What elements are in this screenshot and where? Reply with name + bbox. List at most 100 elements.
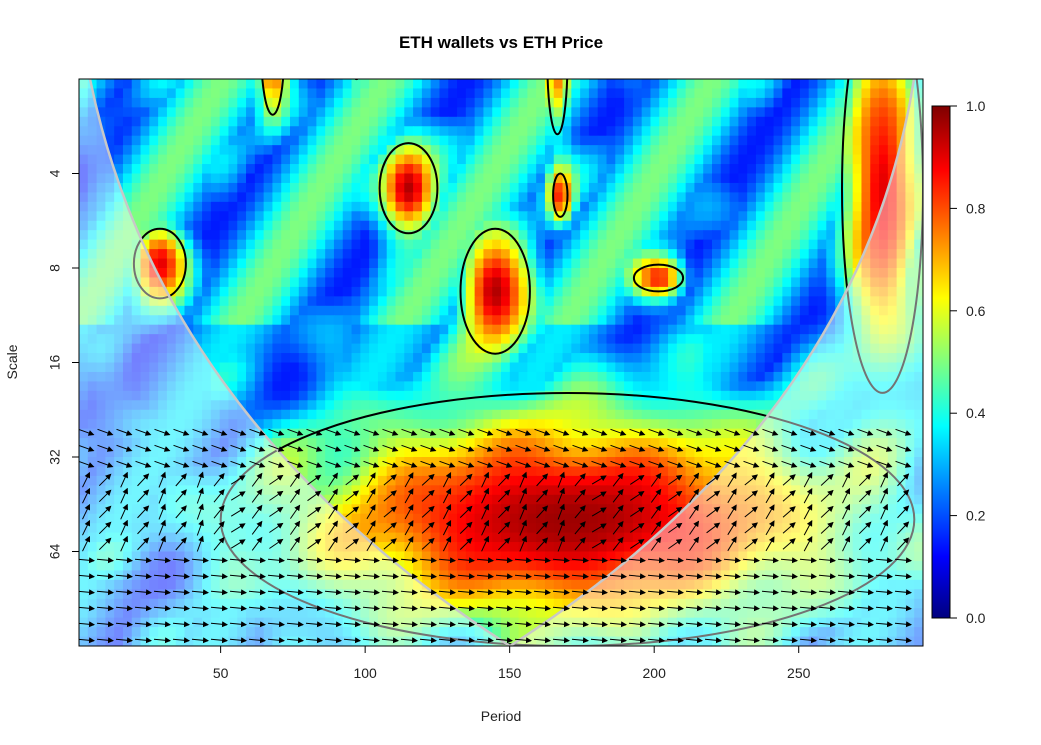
heatmap-cell <box>237 485 247 496</box>
heatmap-cell <box>386 97 397 108</box>
heatmap-cell <box>325 107 335 118</box>
heatmap-cell <box>553 296 564 307</box>
heatmap-cell <box>509 192 520 203</box>
heatmap-cell <box>738 126 748 137</box>
heatmap-cell <box>720 211 731 222</box>
heatmap-cell <box>166 249 177 260</box>
heatmap-cell <box>386 447 397 458</box>
heatmap-cell <box>457 390 467 401</box>
heatmap-cell <box>755 164 766 175</box>
heatmap-cell <box>668 362 678 373</box>
heatmap-cell <box>351 513 361 524</box>
heatmap-cell <box>386 107 397 118</box>
heatmap-cell <box>861 173 871 184</box>
heatmap-cell <box>615 116 625 127</box>
heatmap-cell <box>87 192 98 203</box>
heatmap-cell <box>879 400 889 411</box>
heatmap-cell <box>87 164 98 175</box>
heatmap-cell <box>421 400 432 411</box>
heatmap-cell <box>826 475 836 486</box>
heatmap-cell <box>808 409 819 420</box>
heatmap-cell <box>843 305 854 316</box>
heatmap-cell <box>395 485 405 496</box>
heatmap-cell <box>149 249 159 260</box>
heatmap-cell <box>131 390 142 401</box>
heatmap-cell <box>782 334 792 345</box>
heatmap-cell <box>738 192 748 203</box>
heatmap-cell <box>492 258 502 269</box>
heatmap-cell <box>755 211 766 222</box>
heatmap-cell <box>914 182 923 193</box>
heatmap-cell <box>175 390 186 401</box>
heatmap-cell <box>448 249 458 260</box>
heatmap-cell <box>562 164 572 175</box>
heatmap-cell <box>685 466 696 477</box>
heatmap-cell <box>474 466 485 477</box>
heatmap-cell <box>457 79 467 90</box>
heatmap-cell <box>817 438 827 449</box>
heatmap-cell <box>448 211 458 222</box>
heatmap-cell <box>465 324 476 335</box>
heatmap-cell <box>325 400 335 411</box>
heatmap-cell <box>527 305 537 316</box>
heatmap-cell <box>149 182 159 193</box>
heatmap-cell <box>685 97 696 108</box>
heatmap-cell <box>729 371 739 382</box>
heatmap-cell <box>333 239 344 250</box>
heatmap-cell <box>729 249 739 260</box>
heatmap-cell <box>712 542 722 553</box>
heatmap-cell <box>474 504 485 515</box>
heatmap-cell <box>483 457 493 468</box>
heatmap-cell <box>158 88 168 99</box>
heatmap-cell <box>246 182 256 193</box>
heatmap-cell <box>879 192 889 203</box>
heatmap-cell <box>799 390 810 401</box>
heatmap-cell <box>360 192 370 203</box>
heatmap-cell <box>360 551 370 562</box>
heatmap-cell <box>386 532 397 543</box>
heatmap-cell <box>369 475 379 486</box>
heatmap-cell <box>624 334 634 345</box>
heatmap-cell <box>571 173 581 184</box>
heatmap-cell <box>826 560 836 571</box>
heatmap-cell <box>694 192 704 203</box>
heatmap-cell <box>492 400 502 411</box>
heatmap-cell <box>659 485 669 496</box>
heatmap-cell <box>826 419 836 430</box>
heatmap-cell <box>799 334 810 345</box>
heatmap-cell <box>175 211 186 222</box>
heatmap-cell <box>465 79 476 90</box>
heatmap-cell <box>852 542 863 553</box>
heatmap-cell <box>624 286 634 297</box>
heatmap-cell <box>254 334 265 345</box>
heatmap-cell <box>96 447 106 458</box>
heatmap-cell <box>439 305 449 316</box>
heatmap-cell <box>720 485 731 496</box>
heatmap-cell <box>413 154 423 165</box>
heatmap-cell <box>729 353 739 364</box>
heatmap-cell <box>755 466 766 477</box>
heatmap-cell <box>905 164 915 175</box>
heatmap-cell <box>870 362 880 373</box>
heatmap-cell <box>228 324 238 335</box>
heatmap-cell <box>799 135 810 146</box>
heatmap-cell <box>852 173 863 184</box>
heatmap-cell <box>624 475 634 486</box>
heatmap-cell <box>588 513 599 524</box>
heatmap-cell <box>333 97 344 108</box>
heatmap-cell <box>237 371 247 382</box>
heatmap-cell <box>501 324 511 335</box>
heatmap-cell <box>246 523 256 534</box>
heatmap-cell <box>404 107 414 118</box>
heatmap-cell <box>105 371 115 382</box>
heatmap-cell <box>544 457 555 468</box>
heatmap-cell <box>843 324 854 335</box>
heatmap-cell <box>764 542 775 553</box>
heatmap-cell <box>210 173 221 184</box>
heatmap-cell <box>281 513 291 524</box>
heatmap-cell <box>694 97 704 108</box>
heatmap-cell <box>773 79 783 90</box>
heatmap-cell <box>755 107 766 118</box>
heatmap-cell <box>131 428 142 439</box>
heatmap-cell <box>404 164 414 175</box>
